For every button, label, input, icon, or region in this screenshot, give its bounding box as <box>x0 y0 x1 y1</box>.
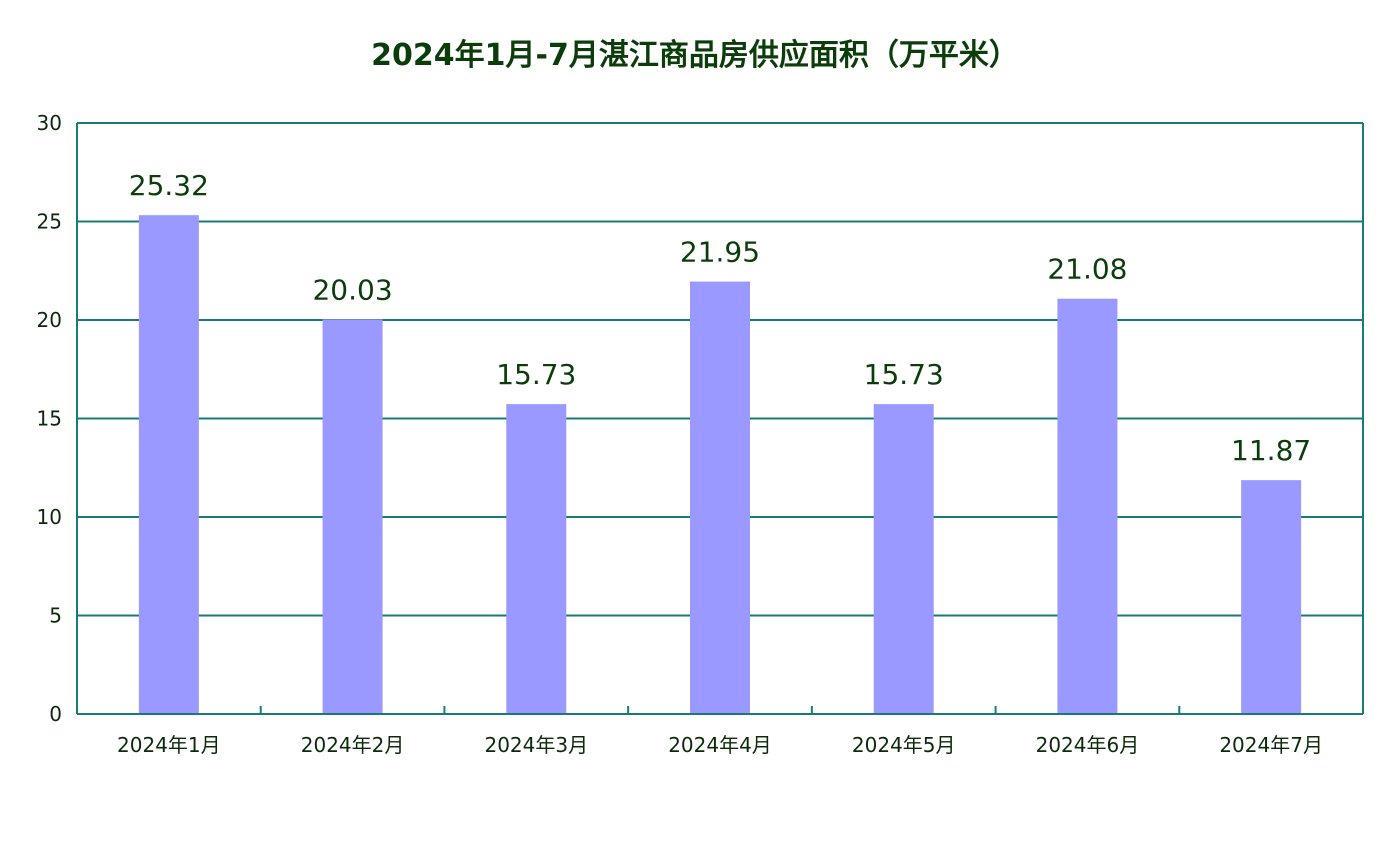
x-tick-label: 2024年5月 <box>852 733 956 757</box>
data-label: 11.87 <box>1231 434 1311 467</box>
y-tick-label: 20 <box>37 308 62 332</box>
x-tick-label: 2024年1月 <box>117 733 221 757</box>
y-tick-label: 30 <box>37 111 62 135</box>
data-label: 21.95 <box>680 236 760 269</box>
data-label: 20.03 <box>312 273 392 306</box>
x-tick-label: 2024年4月 <box>668 733 772 757</box>
x-tick-label: 2024年3月 <box>484 733 588 757</box>
x-tick-label: 2024年7月 <box>1219 733 1323 757</box>
bars <box>138 215 1302 715</box>
labels: 0 5 10 15 20 25 30 25.32 2024年1月 20.03 2024年2月 15.7… <box>37 111 1323 757</box>
data-label: 21.08 <box>1047 253 1127 286</box>
y-tick-label: 5 <box>49 604 62 628</box>
y-tick-label: 25 <box>37 210 62 234</box>
axes <box>76 123 1364 715</box>
x-tick-label: 2024年6月 <box>1036 733 1140 757</box>
y-tick-label: 15 <box>37 407 62 431</box>
data-label: 15.73 <box>496 358 576 391</box>
bar <box>138 215 199 715</box>
data-label: 25.32 <box>129 169 209 202</box>
y-tick-label: 0 <box>49 702 62 726</box>
bar <box>1057 298 1118 714</box>
bar <box>1241 480 1302 714</box>
x-tick-label: 2024年2月 <box>301 733 405 757</box>
bar <box>690 281 750 714</box>
chart-title: 2024年1月-7月湛江商品房供应面积（万平米） <box>371 38 1019 73</box>
bar <box>322 319 383 714</box>
data-label: 15.73 <box>864 358 944 391</box>
bar <box>873 404 934 714</box>
bar <box>506 404 567 714</box>
y-tick-label: 10 <box>37 505 62 529</box>
